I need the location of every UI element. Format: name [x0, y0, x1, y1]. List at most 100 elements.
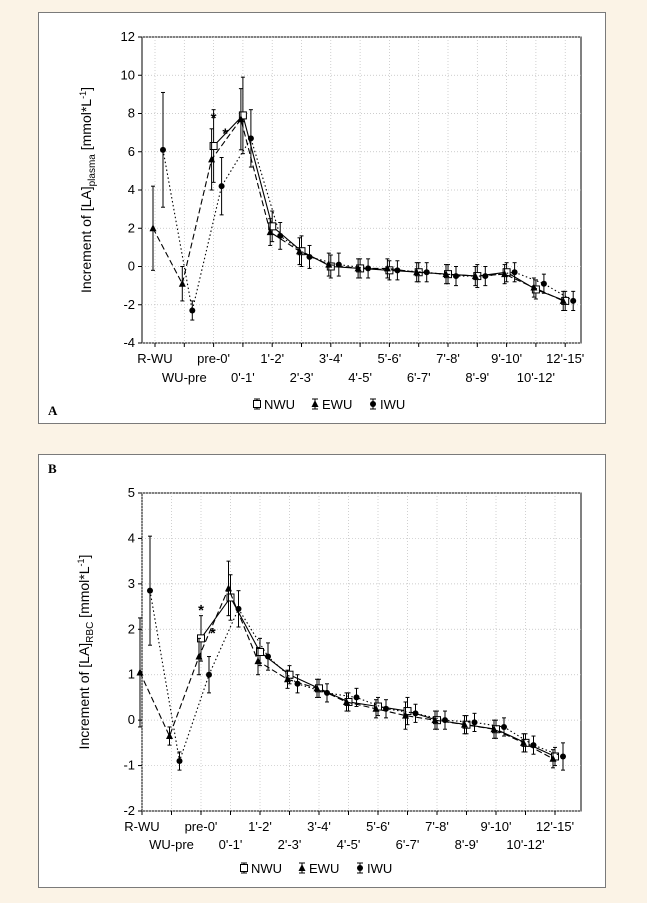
data-point-iwu: [147, 587, 153, 594]
data-point-iwu: [383, 705, 389, 712]
data-point-iwu: [471, 719, 478, 726]
y-axis-label: Increment of [LA]plasma [mmol*L-1]: [78, 87, 98, 293]
data-point-iwu: [235, 605, 242, 612]
data-point-ewu: [343, 697, 350, 705]
y-tick-label: 6: [128, 144, 135, 159]
data-point-iwu: [501, 723, 507, 730]
legend: NWU EWU IWU: [240, 861, 392, 876]
significance-star: *: [198, 602, 204, 619]
legend-marker-iwu: [370, 401, 376, 407]
y-tick-label: 10: [121, 67, 135, 82]
data-point-ewu: [178, 279, 186, 287]
data-point-ewu: [413, 268, 421, 276]
y-axis-label-main: Increment of [LA]: [78, 186, 94, 293]
y-axis-label-sub: RBC: [85, 622, 96, 643]
data-point-ewu: [149, 224, 157, 232]
data-point-iwu: [560, 753, 566, 760]
data-point-ewu: [354, 264, 362, 272]
data-point-nwu: [268, 222, 277, 231]
legend-label-ewu: EWU: [322, 397, 352, 412]
data-point-iwu: [277, 232, 284, 239]
x-tick-label: 1'-2': [260, 351, 284, 366]
panel-label-b: B: [48, 461, 57, 476]
x-tick-label: 7'-8': [436, 351, 460, 366]
y-tick-label: 4: [128, 530, 135, 545]
data-point-nwu: [256, 648, 264, 656]
x-tick-label: R-WU: [124, 819, 159, 834]
data-point-ewu: [195, 652, 203, 660]
data-point-ewu: [284, 675, 291, 683]
x-tick-label: 7'-8': [425, 819, 449, 834]
y-tick-label: 0: [128, 712, 135, 727]
data-point-ewu: [402, 711, 409, 719]
legend-label-nwu: NWU: [264, 397, 295, 412]
data-point-ewu: [237, 115, 245, 123]
x-tick-label: 4'-5': [348, 370, 372, 385]
data-point-iwu: [189, 307, 196, 314]
x-tick-label: 12'-15': [536, 819, 574, 834]
y-tick-label: -1: [123, 758, 135, 773]
x-tick-label: 6'-7': [396, 837, 420, 852]
data-point-iwu: [530, 742, 537, 749]
y-tick-label: 3: [128, 576, 135, 591]
y-tick-label: 2: [128, 621, 135, 636]
x-tick-label: 5'-6': [378, 351, 402, 366]
y-tick-label: 5: [128, 485, 135, 500]
data-point-ewu: [325, 260, 333, 268]
data-point-iwu: [265, 653, 271, 660]
x-tick-label: 8'-9': [455, 837, 479, 852]
data-point-iwu: [353, 694, 360, 701]
x-tick-label: R-WU: [137, 351, 172, 366]
y-axis-label: Increment of [LA]RBC [mmol*L-1]: [76, 555, 96, 750]
significance-star: *: [222, 126, 228, 143]
legend-marker-ewu: [311, 400, 319, 407]
x-tick-label: 8'-9': [465, 370, 489, 385]
data-point-ewu: [136, 668, 144, 676]
y-axis-label-main: Increment of [LA]: [76, 643, 92, 750]
data-point-iwu: [365, 265, 372, 272]
data-point-iwu: [453, 273, 459, 280]
y-axis-label-unit-sup: -1: [76, 558, 86, 566]
y-tick-label: 12: [121, 29, 135, 44]
x-tick-label: WU-pre: [149, 837, 194, 852]
data-point-iwu: [442, 717, 448, 724]
data-point-ewu: [266, 228, 274, 236]
data-point-ewu: [254, 657, 262, 665]
series-iwu: [160, 91, 577, 321]
y-tick-label: -2: [123, 297, 135, 312]
x-tick-label: pre-0': [185, 819, 218, 834]
legend-marker-nwu: [240, 864, 248, 872]
y-axis-label-unit-end: ]: [78, 87, 94, 91]
x-tick-label: 4'-5': [337, 837, 361, 852]
chart-panel-b: -2 -1 0 1 2 3 4 5 R-WU WU-pre pre-0' 0'-1' 1'-2' 2'-3…: [38, 454, 606, 888]
data-point-ewu: [296, 247, 303, 255]
data-point-ewu: [225, 584, 232, 592]
chart-panel-a: -4 -2 0 2 4 6 8 10 12 R-WU WU-pre pre-0' 0'-1' 1'-2' 2…: [38, 12, 606, 424]
x-tick-label: 9'-10': [491, 351, 522, 366]
x-tick-label: 3'-4': [307, 819, 331, 834]
data-point-ewu: [431, 716, 439, 724]
y-tick-label: 4: [128, 182, 135, 197]
data-point-iwu: [206, 671, 212, 678]
x-tick-label: 2'-3': [290, 370, 314, 385]
data-point-iwu: [511, 269, 518, 276]
data-point-iwu: [176, 758, 183, 765]
data-point-iwu: [324, 689, 330, 696]
x-tick-label: 6'-7': [407, 370, 431, 385]
y-tick-label: 0: [128, 259, 135, 274]
legend-marker-ewu: [298, 864, 306, 871]
data-point-nwu: [403, 707, 412, 716]
data-point-ewu: [313, 684, 321, 692]
data-point-iwu: [482, 273, 489, 280]
data-point-ewu: [372, 704, 380, 712]
series-line-iwu: [162, 137, 574, 311]
data-point-iwu: [294, 680, 301, 687]
y-axis-label-unit-end: ]: [76, 555, 92, 559]
data-point-iwu: [423, 269, 430, 276]
legend-marker-nwu: [253, 400, 261, 408]
series-iwu: [147, 535, 566, 771]
x-tick-label: 5'-6': [366, 819, 390, 834]
data-point-iwu: [247, 135, 254, 142]
data-point-iwu: [540, 280, 547, 287]
data-point-ewu: [501, 270, 509, 278]
